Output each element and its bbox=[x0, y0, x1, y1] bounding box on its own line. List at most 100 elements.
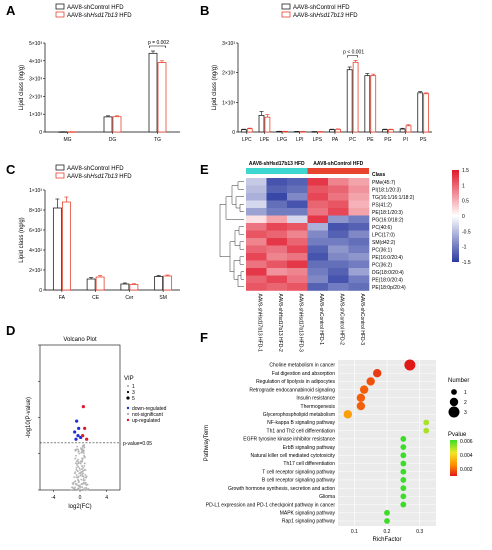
heatmap-cell bbox=[328, 223, 349, 231]
bar-knockdown bbox=[95, 276, 105, 291]
x-tick-label: SM bbox=[159, 295, 167, 301]
x-tick-label: -4 bbox=[51, 495, 56, 501]
bar-knockdown bbox=[157, 62, 167, 133]
bar-control bbox=[86, 278, 96, 291]
pvalue-scale-label: 0.006 bbox=[460, 439, 473, 445]
point-not-significant bbox=[73, 476, 76, 479]
enrichment-point bbox=[400, 477, 407, 483]
panel-b-chart: 0 1×10³ 2×10³ 3×10³ Lipid class (ng/g) LPC LPE… bbox=[212, 3, 432, 143]
point-not-significant bbox=[75, 466, 78, 469]
point-not-significant bbox=[75, 468, 78, 471]
pathway-term-label: ErbB signaling pathway bbox=[283, 445, 336, 451]
enrichment-point bbox=[400, 435, 407, 442]
heatmap-cell bbox=[348, 215, 370, 224]
x-tick-label: LPG bbox=[277, 137, 287, 143]
panel-d-volcano: Volcano Plot -4 0 4 log2(FC) -log10(P-value) p… bbox=[26, 337, 167, 510]
point-not-significant bbox=[70, 489, 73, 491]
heatmap-cell bbox=[307, 193, 329, 201]
bar-knockdown bbox=[246, 128, 253, 133]
point-not-significant bbox=[74, 457, 77, 460]
category-legend-dot bbox=[126, 412, 130, 416]
point-not-significant bbox=[77, 465, 80, 468]
legend-label-knockdown: AAV8-shHsd17b13 HFD bbox=[293, 13, 358, 19]
vip-legend-dot bbox=[127, 385, 129, 387]
pvalue-scale-bar bbox=[450, 440, 457, 476]
pathway-term-label: Growth hormone synthesis, secretion and … bbox=[228, 486, 335, 492]
point-not-significant bbox=[83, 488, 86, 491]
group-label-control: AAV8-shControl HFD bbox=[313, 161, 363, 167]
point-not-significant bbox=[83, 479, 86, 482]
heatmap-cell bbox=[266, 283, 288, 291]
y-tick-label: 5×10³ bbox=[29, 41, 42, 47]
heatmap-cell bbox=[246, 200, 267, 209]
x-tick-label: CE bbox=[92, 295, 100, 301]
point-not-significant bbox=[85, 484, 88, 487]
legend-label-prefix: AAV8-sh bbox=[67, 174, 90, 180]
heatmap-cell bbox=[348, 245, 370, 254]
bar-knockdown bbox=[61, 201, 71, 291]
bar-knockdown bbox=[423, 93, 430, 133]
volcano-title: Volcano Plot bbox=[63, 337, 97, 343]
heatmap-cell bbox=[287, 193, 308, 201]
point-not-significant bbox=[83, 468, 86, 471]
point-not-significant bbox=[81, 447, 84, 449]
group-bar-knockdown bbox=[246, 168, 308, 174]
bar-knockdown bbox=[163, 275, 173, 291]
y-tick-label: 2×10² bbox=[29, 268, 42, 274]
heatmap-cell bbox=[307, 260, 329, 269]
heatmap-cell bbox=[328, 185, 349, 194]
heatmap-cell bbox=[348, 185, 370, 194]
point-not-significant bbox=[75, 462, 78, 465]
panel-label-a: A bbox=[6, 3, 16, 18]
heatmap-cell bbox=[348, 223, 370, 231]
x-axis-label: RichFactor bbox=[372, 537, 401, 543]
heatmap-cell bbox=[307, 238, 329, 246]
bar-control bbox=[417, 92, 424, 133]
bar-knockdown bbox=[112, 116, 122, 133]
point-not-significant bbox=[81, 459, 84, 462]
point-not-significant bbox=[75, 476, 78, 479]
enrichment-point bbox=[384, 518, 390, 524]
point-not-significant bbox=[74, 472, 76, 475]
heatmap-cell bbox=[307, 253, 329, 261]
point-not-significant bbox=[77, 462, 80, 465]
heatmap-cell bbox=[287, 178, 308, 186]
heatmap-cell bbox=[266, 193, 288, 201]
heatmap-cell bbox=[328, 200, 349, 209]
row-label: PC(36:1) bbox=[372, 248, 392, 254]
y-axis-label: -log10(P-value) bbox=[26, 397, 32, 438]
heatmap-cell bbox=[246, 223, 267, 231]
pathway-term-label: Choline metabolism in cancer bbox=[269, 363, 335, 369]
pathway-term-label: Insulin resistance bbox=[296, 396, 335, 402]
legend-label-knockdown: AAV8-shHsd17b13 HFD bbox=[67, 13, 132, 19]
heatmap-cell bbox=[287, 230, 308, 239]
heatmap-cell bbox=[287, 200, 308, 209]
point-not-significant bbox=[81, 465, 83, 468]
enrichment-point bbox=[400, 468, 407, 475]
heatmap-cell bbox=[266, 178, 288, 186]
legend-label-control: AAV8-shControl HFD bbox=[67, 5, 124, 11]
heatmap-cell bbox=[266, 238, 288, 246]
bar-control bbox=[399, 128, 406, 133]
bar-control bbox=[346, 69, 353, 133]
x-tick-label: LPI bbox=[296, 137, 304, 143]
heatmap-cell bbox=[246, 260, 267, 269]
y-tick-label: 3×10³ bbox=[222, 41, 235, 47]
row-dendrogram bbox=[219, 181, 244, 287]
point-not-significant bbox=[82, 458, 84, 460]
group-label-knockdown: AAV8-shHsd17b13 HFD bbox=[249, 161, 305, 167]
y-axis-label: Lipid class (ng/g) bbox=[19, 65, 25, 110]
point-not-significant bbox=[73, 487, 76, 490]
point-not-significant bbox=[80, 460, 83, 463]
bar-control bbox=[52, 207, 62, 291]
x-tick-label: DG bbox=[109, 137, 117, 143]
legend-swatch-knockdown bbox=[281, 11, 291, 18]
column-label: AAV8-shControl HFD-2 bbox=[338, 294, 344, 346]
point-not-significant bbox=[81, 450, 84, 453]
point-not-significant bbox=[76, 445, 79, 448]
point-not-significant bbox=[74, 483, 77, 485]
point-not-significant bbox=[79, 462, 82, 465]
enrichment-point bbox=[366, 377, 375, 386]
point-not-significant bbox=[75, 483, 78, 485]
pathway-term-label: B cell receptor signaling pathway bbox=[262, 478, 336, 484]
